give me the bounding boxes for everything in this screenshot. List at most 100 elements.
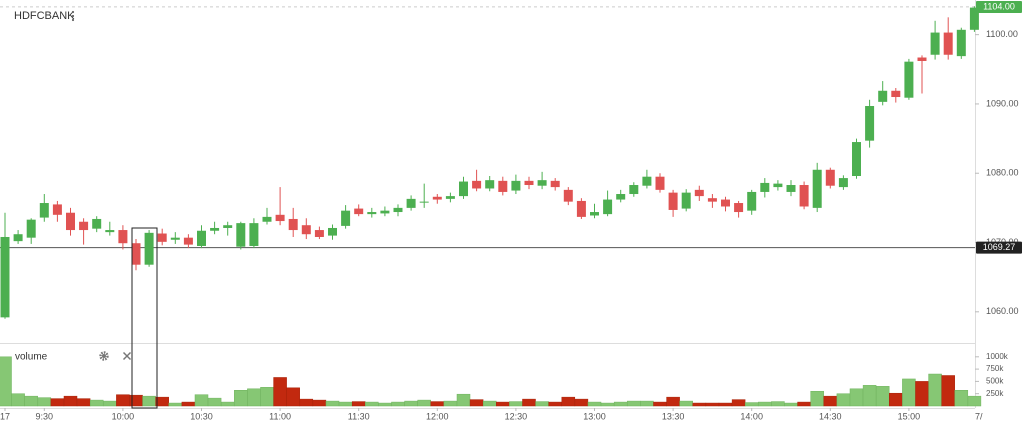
candle-body <box>498 180 508 192</box>
x-tick-label: 11:30 <box>348 411 370 421</box>
volume-bar <box>954 390 969 407</box>
volume-bar <box>758 401 772 407</box>
x-tick-label: 13:00 <box>583 411 606 421</box>
candle-body <box>419 201 429 203</box>
volume-bar <box>142 395 156 407</box>
volume-bar <box>116 394 130 407</box>
candle-body <box>917 57 927 61</box>
volume-tick-label: 750k <box>986 364 1004 373</box>
chart-title: HDFCBANK <box>14 10 75 22</box>
candle-body <box>367 212 377 215</box>
candle-body <box>170 237 180 240</box>
volume-bar <box>89 399 104 407</box>
volume-bar <box>613 401 628 407</box>
candle-body <box>694 189 704 197</box>
volume-bar <box>378 402 392 407</box>
candle-body <box>341 210 351 226</box>
volume-bar <box>482 400 497 407</box>
candle-body <box>183 237 193 245</box>
candle-body <box>52 204 62 215</box>
candle-body <box>236 223 246 247</box>
x-tick-label: 12:30 <box>505 411 528 421</box>
candle-body <box>262 216 272 222</box>
candle-body <box>210 227 220 231</box>
candle-body <box>406 198 416 208</box>
close-icon[interactable] <box>122 351 132 361</box>
volume-bar <box>11 393 25 407</box>
volume-bar <box>351 401 366 407</box>
candle-body <box>629 185 639 195</box>
volume-bar <box>325 400 340 407</box>
candle-body <box>747 191 757 211</box>
volume-bar <box>731 399 746 407</box>
candle-body <box>524 180 534 186</box>
candle-body <box>563 189 573 202</box>
volume-bar <box>234 390 248 407</box>
last-price-label: 1104.00 <box>983 1 1015 11</box>
candle-body <box>603 199 613 215</box>
x-tick-label: 10:00 <box>112 411 135 421</box>
volume-bar <box>744 402 759 407</box>
menu-icon[interactable] <box>71 10 75 22</box>
candle-body <box>852 142 861 177</box>
candle-body <box>642 176 652 186</box>
volume-tick-label: 250k <box>986 389 1004 398</box>
candle-body <box>197 230 206 246</box>
candle-body <box>956 29 966 57</box>
y-tick-label: 1060.00 <box>986 306 1019 316</box>
volume-bar <box>902 378 916 407</box>
reference-label: 1069.27 <box>983 242 1016 252</box>
volume-bar <box>103 400 117 407</box>
x-tick-label: 7/ <box>975 411 983 421</box>
candle-body <box>668 192 678 210</box>
volume-bar <box>168 402 183 407</box>
volume-bar <box>312 399 327 407</box>
volume-tick-label: 1000k <box>986 352 1009 361</box>
volume-bar <box>496 401 510 407</box>
volume-bar <box>810 390 824 407</box>
candle-body <box>930 32 940 55</box>
candle-body <box>66 212 75 231</box>
candle-body <box>79 221 89 231</box>
candle-body <box>459 181 468 197</box>
volume-bar <box>692 402 707 407</box>
volume-bar <box>666 396 680 407</box>
volume-bar <box>915 381 929 407</box>
candle-body <box>865 106 875 141</box>
candle-body <box>878 90 888 102</box>
y-tick-label: 1090.00 <box>986 98 1019 108</box>
candle-body <box>721 199 730 207</box>
candle-body <box>26 219 36 238</box>
volume-bar <box>220 401 235 407</box>
candle-body <box>969 7 979 30</box>
y-tick-label: 1100.00 <box>986 29 1018 39</box>
volume-bar <box>338 401 353 407</box>
candle-body <box>891 90 901 98</box>
volume-bar <box>273 377 287 407</box>
candle-body <box>655 176 665 190</box>
settings-icon[interactable] <box>99 351 109 361</box>
x-tick-label: 14:00 <box>740 411 763 421</box>
candle-body <box>13 234 23 242</box>
candle-body <box>432 196 442 200</box>
volume-bar <box>456 393 471 407</box>
volume-bar <box>194 394 209 407</box>
volume-bar <box>509 401 523 407</box>
candle-body <box>314 230 324 237</box>
volume-bar <box>391 401 405 407</box>
candle-body <box>576 200 586 217</box>
candle-body <box>380 210 390 214</box>
volume-bar <box>574 398 589 407</box>
volume-bar <box>875 386 890 407</box>
volume-bar <box>718 402 733 407</box>
candle-body <box>681 192 691 209</box>
volume-bar <box>862 385 877 407</box>
volume-bar <box>535 401 549 407</box>
volume-bar <box>653 401 667 407</box>
volume-bar <box>299 398 314 407</box>
volume-bar <box>37 397 52 407</box>
candle-body <box>39 203 49 218</box>
reference-label-box <box>976 241 1022 254</box>
candle-body <box>786 185 796 192</box>
